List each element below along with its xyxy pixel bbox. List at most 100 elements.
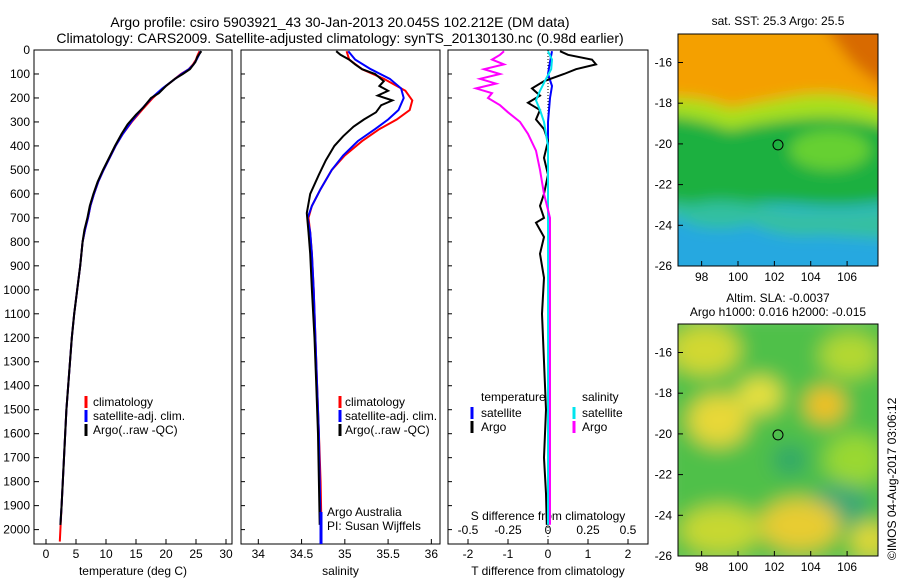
- map-title: sat. SST: 25.3 Argo: 25.5: [712, 14, 845, 28]
- plot-frame: [33, 49, 233, 545]
- legend-label: climatology: [93, 395, 153, 409]
- plot-salinity: 34 34.5 35 35.5 36 salinity climatologysatelli…: [240, 49, 441, 578]
- s-tick-label: -0.25: [494, 523, 522, 537]
- y-tick-label: 1600: [3, 427, 30, 441]
- y-tick-label: 1900: [3, 499, 30, 513]
- x-tick-label: 34: [252, 547, 266, 561]
- series-line-salinity-argo: [472, 50, 551, 525]
- y-tick-label: 1400: [3, 379, 30, 393]
- map-sla-map: 98 100 102 104 106 -16 -18 -20 -22 -24 -26 Altim. S…: [655, 291, 879, 574]
- legend-label: Argo(..raw -QC): [345, 423, 430, 437]
- series-line-climatology: [307, 50, 414, 542]
- x-tick-label: 20: [159, 547, 173, 561]
- y-tick-label: 500: [10, 163, 30, 177]
- y-tick-label: 200: [10, 91, 30, 105]
- y-tick-label: 1100: [4, 307, 30, 321]
- x-tick-label: 102: [764, 560, 784, 574]
- y-tick-label: -26: [655, 259, 673, 273]
- x-tick-label: 30: [219, 547, 233, 561]
- x-tick-label: 35.5: [376, 547, 400, 561]
- x-tick-label: -1: [503, 547, 514, 561]
- x-tick-label: 2: [625, 547, 632, 561]
- y-tick-label: -16: [655, 345, 673, 359]
- map-subtitle: Argo h1000: 0.016 h2000: -0.015: [690, 305, 866, 319]
- x-tick-label: 0: [43, 547, 50, 561]
- legend-label: satellite-adj. clim.: [345, 409, 437, 423]
- s-tick-label: -0.5: [458, 523, 479, 537]
- y-tick-label: 100: [10, 67, 30, 81]
- series-line-temperature-argo: [526, 50, 598, 525]
- map-sst-map: 98 100 102 104 106 -16 -18 -20 -22 -24 -26 sat. SST…: [655, 14, 879, 284]
- figure-title-line2: Climatology: CARS2009. Satellite-adjuste…: [56, 30, 624, 46]
- plot-frame: [240, 49, 441, 545]
- sst-field: [678, 34, 878, 266]
- y-tick-label: 1000: [3, 283, 30, 297]
- y-tick-label: 600: [10, 187, 30, 201]
- legend-title-salinity: salinity: [582, 390, 619, 404]
- map-title: Altim. SLA: -0.0037: [726, 291, 830, 305]
- x-tick-label: 0: [545, 547, 552, 561]
- x-tick-label: -2: [463, 547, 474, 561]
- series-line-salinity-satellite: [534, 50, 554, 525]
- sla-field: [678, 324, 878, 556]
- plot-differences: -2 -1 0 1 2-0.5 -0.25 0 0.25 0.5S difference fro…: [447, 49, 649, 578]
- plot-temperature: 0100200300400500600700800900100011001200…: [3, 43, 233, 578]
- map-frame: [677, 323, 879, 557]
- y-tick-label: 700: [10, 211, 30, 225]
- s-tick-label: 0: [545, 523, 552, 537]
- y-tick-label: -20: [655, 427, 673, 441]
- series-line-satellite-adj-clim-: [306, 50, 405, 525]
- map-frame: [677, 33, 879, 267]
- y-tick-label: 300: [10, 115, 30, 129]
- legend-label: satellite-adj. clim.: [93, 409, 185, 423]
- y-tick-label: -22: [655, 468, 673, 482]
- y-tick-label: -18: [655, 96, 673, 110]
- credit-line1: Argo Australia: [327, 505, 402, 519]
- y-tick-label: -20: [655, 137, 673, 151]
- series-line-argo-raw-qc-: [59, 50, 203, 525]
- y-tick-label: -22: [655, 178, 673, 192]
- x-tick-label: 10: [99, 547, 113, 561]
- y-tick-label: -18: [655, 386, 673, 400]
- y-tick-label: -16: [655, 55, 673, 69]
- y-tick-label: 1800: [3, 475, 30, 489]
- x-tick-label: 106: [837, 270, 857, 284]
- series-line-argo-raw-qc-: [305, 50, 396, 525]
- y-tick-label: -26: [655, 549, 673, 563]
- y-tick-label: 0: [23, 43, 30, 57]
- x-tick-label: 5: [73, 547, 80, 561]
- legend-label: Argo(..raw -QC): [93, 423, 178, 437]
- x-tick-label: 100: [728, 560, 748, 574]
- legend-label: satellite: [582, 406, 623, 420]
- y-tick-label: 900: [10, 259, 30, 273]
- x-axis-label: salinity: [322, 564, 359, 578]
- y-tick-label: -24: [655, 508, 673, 522]
- credit-line2: PI: Susan Wijffels: [327, 519, 421, 533]
- legend-label: Argo: [481, 420, 507, 434]
- y-tick-label: 1300: [3, 355, 30, 369]
- x-tick-label: 25: [189, 547, 203, 561]
- x-tick-label: 104: [801, 560, 821, 574]
- y-tick-label: -24: [655, 218, 673, 232]
- x-tick-label: 15: [129, 547, 143, 561]
- x-tick-label: 1: [585, 547, 592, 561]
- x-tick-label: 34.5: [290, 547, 314, 561]
- y-tick-label: 400: [10, 139, 30, 153]
- x-tick-label: 35: [338, 547, 352, 561]
- x-tick-label: 98: [695, 270, 709, 284]
- x-tick-label: 36: [425, 547, 439, 561]
- x-tick-label: 98: [695, 560, 709, 574]
- x-tick-label: 100: [728, 270, 748, 284]
- figure-title-line1: Argo profile: csiro 5903921_43 30-Jan-20…: [110, 14, 570, 30]
- x-tick-label: 104: [801, 270, 821, 284]
- y-tick-label: 2000: [3, 523, 30, 537]
- legend-label: Argo: [582, 420, 608, 434]
- legend-label: climatology: [345, 395, 405, 409]
- legend-label: satellite: [481, 406, 522, 420]
- x-axis-label: temperature (deg C): [79, 564, 187, 578]
- s-tick-label: 0.25: [576, 523, 600, 537]
- x-tick-label: 106: [837, 560, 857, 574]
- y-tick-label: 800: [10, 235, 30, 249]
- argo-location-marker: [772, 429, 784, 441]
